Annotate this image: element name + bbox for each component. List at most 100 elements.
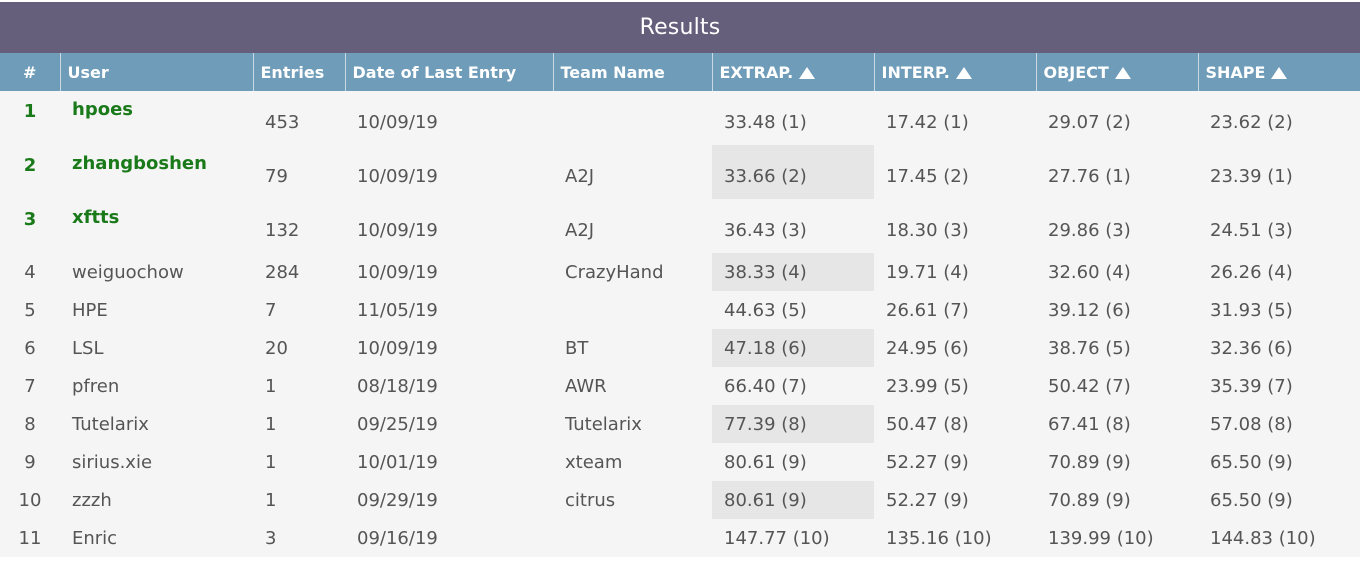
rank-cell: 9 (24, 451, 36, 473)
user-cell: weiguochow (72, 261, 184, 283)
triangle-up-icon (1114, 66, 1131, 79)
team-cell: A2J (565, 165, 595, 187)
user-cell: zzzh (72, 489, 112, 511)
column-header-date: Date of Last Entry (344, 53, 553, 91)
user-cell: HPE (72, 299, 108, 321)
table-row: 6 LSL 20 10/09/19 BT 47.18 (6) 24.95 (6)… (0, 329, 1360, 367)
object-cell: 139.99 (10) (1048, 527, 1154, 549)
entries-cell: 1 (265, 489, 277, 511)
shape-cell: 32.36 (6) (1210, 337, 1293, 359)
table-row: 1 hpoes 453 10/09/19 33.48 (1) 17.42 (1)… (0, 91, 1360, 145)
user-cell: sirius.xie (72, 451, 153, 473)
team-cell: BT (565, 337, 589, 359)
rank-cell: 3 (23, 209, 37, 230)
rank-cell: 2 (23, 155, 37, 176)
extrap-cell: 77.39 (8) (712, 405, 874, 443)
team-cell: A2J (565, 219, 595, 241)
team-cell: AWR (565, 375, 607, 397)
date-cell: 10/09/19 (357, 261, 438, 283)
column-header-entries-label: Entries (260, 62, 325, 82)
table-row: 5 HPE 7 11/05/19 44.63 (5) 26.61 (7) 39.… (0, 291, 1360, 329)
rank-cell: 10 (18, 489, 42, 511)
entries-cell: 284 (265, 261, 300, 283)
user-cell: xftts (72, 207, 120, 228)
table-row: 9 sirius.xie 1 10/01/19 xteam 80.61 (9) … (0, 443, 1360, 481)
rank-cell: 11 (18, 527, 42, 549)
extrap-cell: 47.18 (6) (712, 329, 874, 367)
triangle-up-icon (955, 66, 972, 79)
entries-cell: 7 (265, 299, 277, 321)
interp-cell: 26.61 (7) (886, 299, 969, 321)
shape-cell: 65.50 (9) (1210, 489, 1293, 511)
table-header-row: # User Entries Date of Last Entry Team N… (0, 53, 1360, 91)
column-header-interp-label: INTERP. (881, 62, 950, 82)
table-row: 3 xftts 132 10/09/19 A2J 36.43 (3) 18.30… (0, 199, 1360, 253)
date-cell: 11/05/19 (357, 299, 438, 321)
object-cell: 50.42 (7) (1048, 375, 1131, 397)
column-header-extrap[interactable]: EXTRAP. (711, 53, 874, 91)
object-cell: 27.76 (1) (1048, 165, 1131, 187)
column-header-rank: # (0, 53, 60, 91)
extrap-cell: 66.40 (7) (724, 375, 807, 397)
date-cell: 10/09/19 (357, 219, 438, 241)
interp-cell: 19.71 (4) (886, 261, 969, 283)
extrap-cell: 33.66 (2) (712, 145, 874, 199)
date-cell: 10/09/19 (357, 337, 438, 359)
extrap-cell: 147.77 (10) (724, 527, 830, 549)
date-cell: 10/01/19 (357, 451, 438, 473)
rank-cell: 5 (24, 299, 36, 321)
team-cell: Tutelarix (565, 413, 642, 435)
interp-cell: 17.45 (2) (886, 165, 969, 187)
team-cell (553, 91, 712, 145)
column-header-team-label: Team Name (560, 62, 665, 82)
column-header-interp[interactable]: INTERP. (873, 53, 1036, 91)
interp-cell: 23.99 (5) (886, 375, 969, 397)
extrap-cell: 38.33 (4) (712, 253, 874, 291)
entries-cell: 132 (265, 219, 300, 241)
interp-cell: 52.27 (9) (886, 489, 969, 511)
table-row: 7 pfren 1 08/18/19 AWR 66.40 (7) 23.99 (… (0, 367, 1360, 405)
team-cell (553, 519, 712, 557)
interp-cell: 18.30 (3) (886, 219, 969, 241)
rank-cell: 4 (24, 261, 36, 283)
interp-cell: 135.16 (10) (886, 527, 992, 549)
user-cell: Tutelarix (72, 413, 149, 435)
entries-cell: 3 (265, 527, 277, 549)
entries-cell: 1 (265, 413, 277, 435)
results-title-bar: Results (0, 2, 1360, 53)
column-header-rank-label: # (23, 62, 37, 82)
interp-cell: 24.95 (6) (886, 337, 969, 359)
entries-cell: 1 (265, 451, 277, 473)
object-cell: 70.89 (9) (1048, 451, 1131, 473)
date-cell: 09/16/19 (357, 527, 438, 549)
extrap-cell: 44.63 (5) (724, 299, 807, 321)
extrap-cell: 33.48 (1) (724, 111, 807, 133)
shape-cell: 24.51 (3) (1210, 219, 1293, 241)
user-cell: hpoes (72, 99, 133, 120)
extrap-cell: 80.61 (9) (712, 481, 874, 519)
team-cell: xteam (565, 451, 623, 473)
triangle-up-icon (1271, 66, 1288, 79)
shape-cell: 26.26 (4) (1210, 261, 1293, 283)
object-cell: 38.76 (5) (1048, 337, 1131, 359)
results-table: # User Entries Date of Last Entry Team N… (0, 53, 1360, 557)
column-header-object[interactable]: OBJECT (1035, 53, 1198, 91)
column-header-shape[interactable]: SHAPE (1197, 53, 1360, 91)
column-header-object-label: OBJECT (1043, 62, 1109, 82)
table-row: 8 Tutelarix 1 09/25/19 Tutelarix 77.39 (… (0, 405, 1360, 443)
rank-cell: 1 (23, 101, 37, 122)
table-row: 2 zhangboshen 79 10/09/19 A2J 33.66 (2) … (0, 145, 1360, 199)
shape-cell: 35.39 (7) (1210, 375, 1293, 397)
column-header-user-label: User (67, 62, 109, 82)
table-row: 11 Enric 3 09/16/19 147.77 (10) 135.16 (… (0, 519, 1360, 557)
results-table-body: 1 hpoes 453 10/09/19 33.48 (1) 17.42 (1)… (0, 91, 1360, 557)
column-header-entries: Entries (252, 53, 345, 91)
interp-cell: 52.27 (9) (886, 451, 969, 473)
object-cell: 39.12 (6) (1048, 299, 1131, 321)
object-cell: 67.41 (8) (1048, 413, 1131, 435)
entries-cell: 20 (265, 337, 288, 359)
date-cell: 10/09/19 (357, 111, 438, 133)
column-header-date-label: Date of Last Entry (352, 62, 517, 82)
team-cell: citrus (565, 489, 616, 511)
